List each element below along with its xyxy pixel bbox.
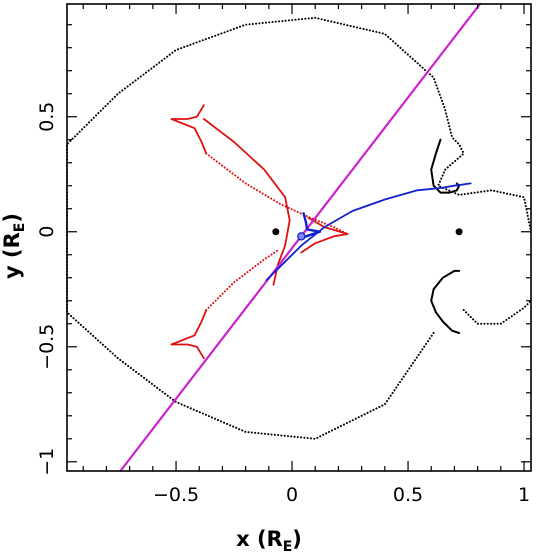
x-tick-label: 1: [518, 484, 530, 506]
image-track: [265, 182, 472, 282]
caustic-right-cusp: [300, 216, 349, 254]
critical-curve-outer: [66, 16, 532, 440]
y-tick-label: 0.5: [36, 102, 58, 132]
series-layer: [66, 2, 532, 473]
caustic-dotted-lower: [205, 249, 280, 311]
y-tick-label: −0.5: [36, 324, 58, 370]
critical-curve-lower-right: [462, 299, 532, 325]
caustic-upper-cusp: [170, 104, 208, 155]
plot-frame: [66, 3, 532, 472]
x-tick-label: 0: [286, 484, 298, 506]
lens-point-2: [455, 228, 463, 236]
x-tick-label: −0.5: [153, 484, 199, 506]
critical-curve-inner-lower: [430, 269, 461, 334]
x-tick-label: 0.5: [393, 484, 423, 506]
y-tick-label: −1: [36, 448, 58, 476]
y-tick-label: 0: [36, 226, 58, 238]
x-axis-label: x (RE): [236, 527, 302, 555]
frame-layer: [66, 3, 532, 472]
caustic-central: [202, 118, 291, 286]
critical-curve-inner-upper: [430, 138, 461, 194]
caustic-lower-cusp: [170, 309, 208, 360]
caustic-dotted-fold: [205, 152, 349, 235]
source-position-marker: [297, 232, 306, 241]
lens-point-1: [272, 228, 280, 236]
labels-layer: x (RE) y (RE) −0.5 0 0.5 1 −1 −0.5 0 0.5: [0, 102, 530, 555]
y-axis-label: y (RE): [0, 213, 28, 279]
